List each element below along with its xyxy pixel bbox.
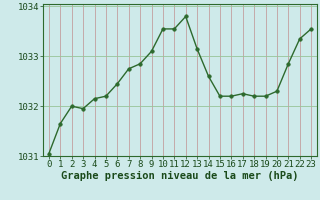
X-axis label: Graphe pression niveau de la mer (hPa): Graphe pression niveau de la mer (hPa) bbox=[61, 171, 299, 181]
